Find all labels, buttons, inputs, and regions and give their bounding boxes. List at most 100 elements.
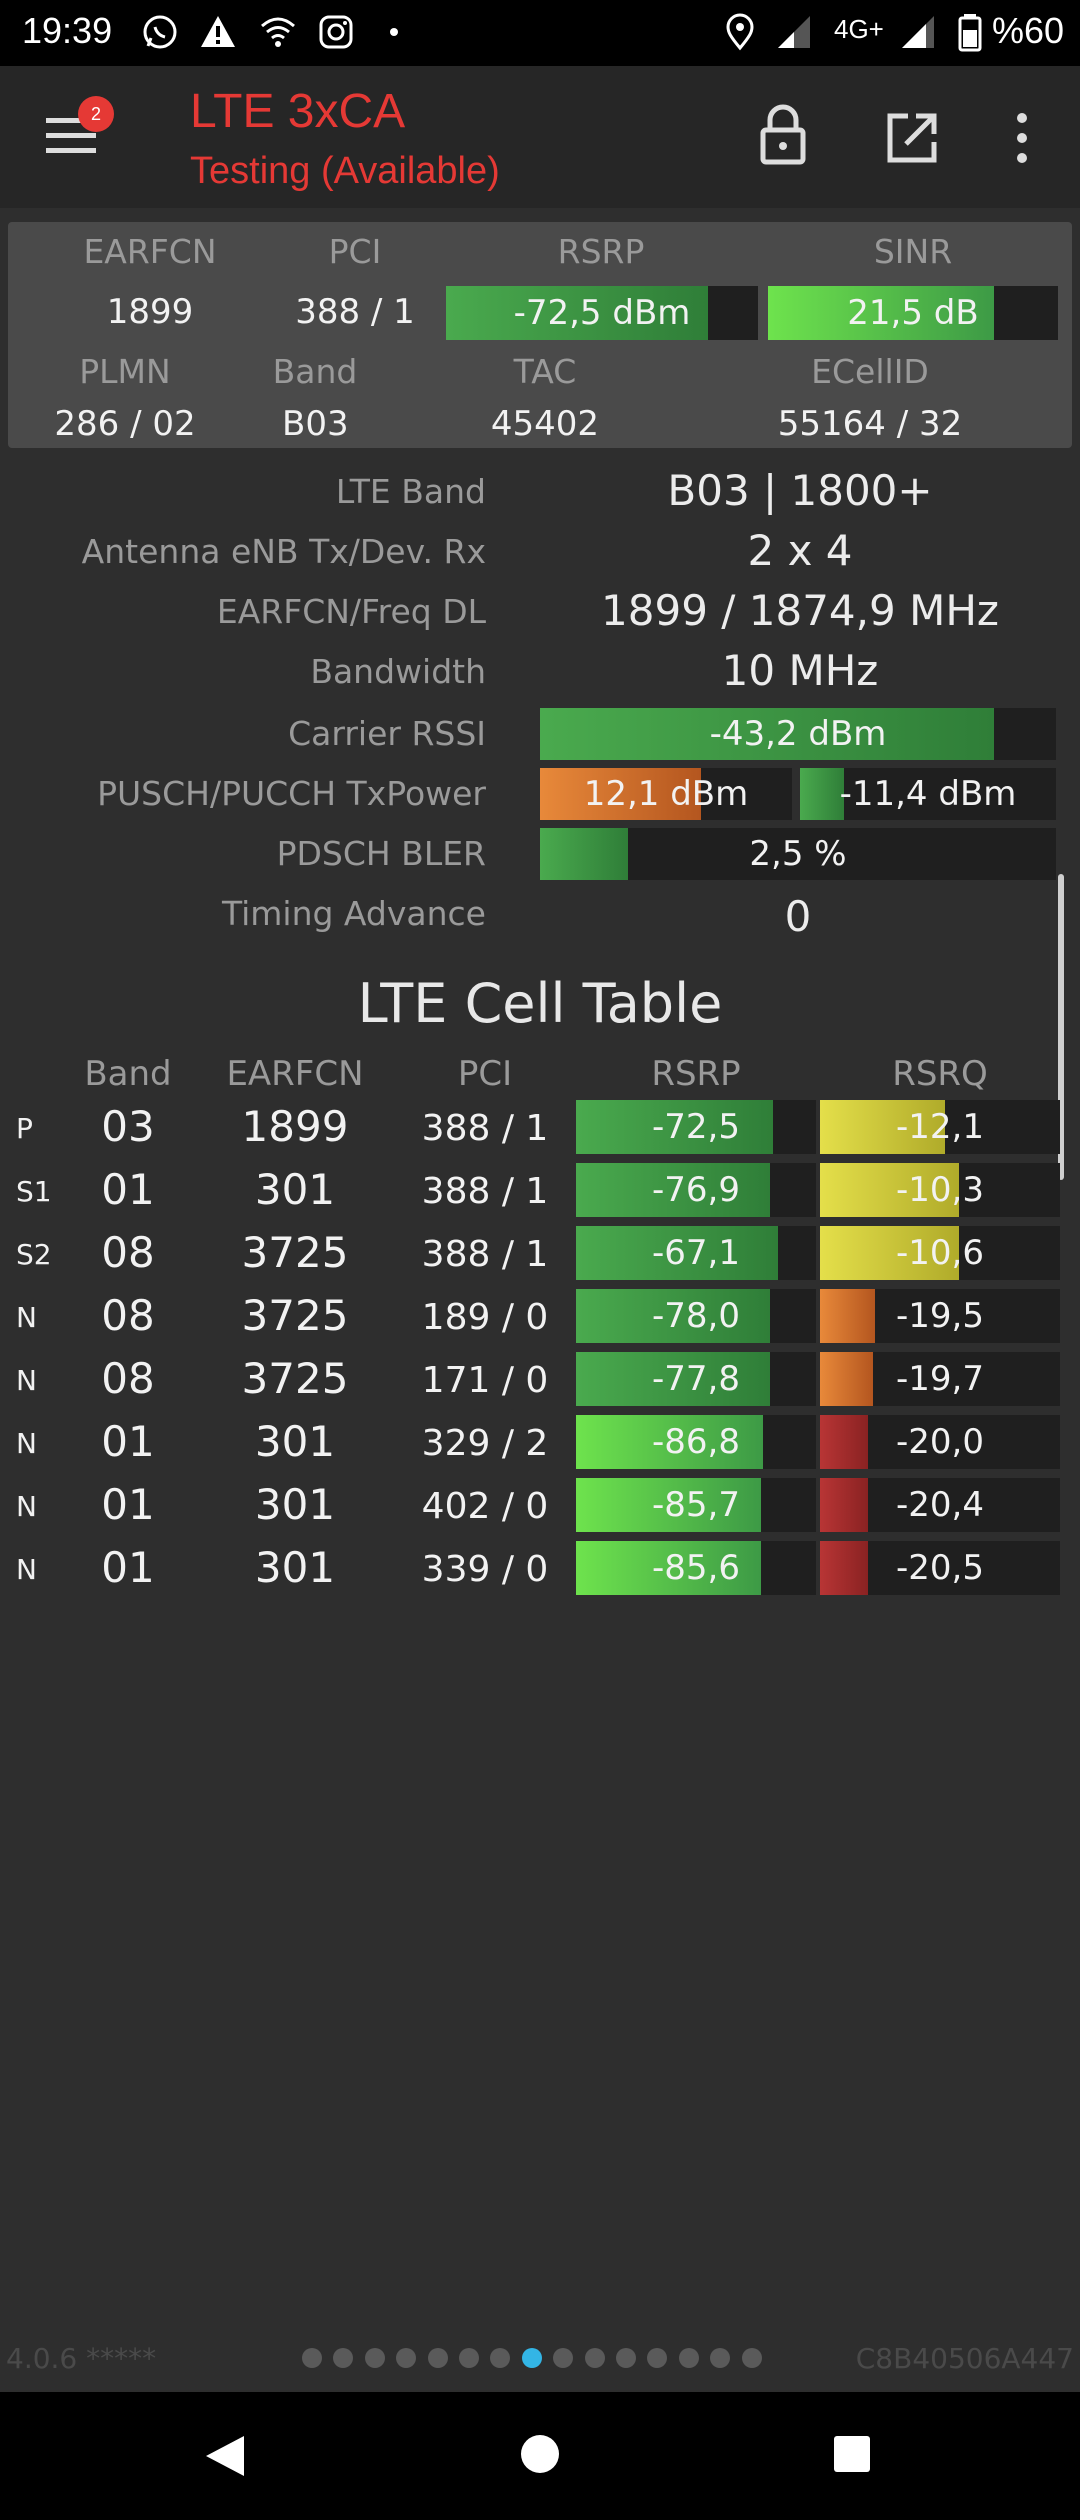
page-dot-active[interactable]: [521, 2348, 542, 2368]
cell-row-earfcn: 3725: [241, 1354, 349, 1403]
cell-row-rsrp-bar: -77,8: [576, 1352, 816, 1406]
cell-row-pci: 189 / 0: [421, 1297, 549, 1338]
cell-row-rsrp-fill: [576, 1541, 761, 1595]
page-dot[interactable]: [616, 2348, 636, 2368]
more-options-icon[interactable]: [1010, 110, 1034, 166]
cell-row-rsrq: -19,7: [896, 1359, 984, 1399]
cell-row-rsrq: -20,4: [896, 1485, 984, 1525]
col-header-pci: PCI: [457, 1054, 513, 1094]
cell-row-rsrp: -77,8: [652, 1359, 740, 1399]
header-rsrp: RSRP: [557, 232, 645, 271]
cell-row-band: 08: [101, 1228, 155, 1277]
cell-row-rsrp-bar: -85,7: [576, 1478, 816, 1532]
cell-row-rsrp: -86,8: [652, 1422, 740, 1462]
label-antenna: Antenna eNB Tx/Dev. Rx: [81, 532, 486, 571]
header-earfcn: EARFCN: [83, 232, 217, 271]
cell-row-rsrq-fill: [820, 1226, 960, 1280]
header-band: Band: [272, 352, 358, 391]
status-bar: 19:39 4G+: [0, 0, 1080, 66]
home-icon[interactable]: [518, 2432, 562, 2476]
cell-row-band: 08: [101, 1354, 155, 1403]
app-bar: 2 LTE 3xCA Testing (Available): [0, 66, 1080, 208]
page-dot[interactable]: [678, 2348, 699, 2368]
scrollbar[interactable]: [1058, 874, 1064, 1180]
cell-row-type: N: [16, 1427, 37, 1460]
cell-row-rsrq-fill: [820, 1163, 960, 1217]
page-dot[interactable]: [333, 2348, 354, 2368]
cell-row-rsrq-fill: [820, 1541, 868, 1595]
cell-row-rsrp-fill: [576, 1163, 771, 1217]
cell-row-pci: 402 / 0: [421, 1486, 549, 1527]
dot-icon: [390, 28, 398, 36]
summary-ecellid: 55164 / 32: [777, 404, 963, 444]
page-dot[interactable]: [647, 2348, 668, 2368]
cell-row-rsrq-fill: [820, 1352, 873, 1406]
page-dot[interactable]: [396, 2348, 417, 2368]
cell-row-band: 03: [101, 1102, 155, 1151]
pusch-power-fill: [540, 768, 702, 820]
summary-sinr-value: 21,5 dB: [847, 293, 979, 333]
back-icon[interactable]: [202, 2432, 248, 2480]
cell-row-rsrq: -10,6: [896, 1233, 984, 1273]
pdsch-bler-bar: 2,5 %: [540, 828, 1056, 880]
page-dot[interactable]: [427, 2348, 448, 2368]
value-earfcn-freq: 1899 / 1874,9 MHz: [601, 586, 999, 635]
col-header-band: Band: [84, 1054, 172, 1094]
value-lte-band: B03 | 1800+: [667, 466, 933, 515]
cell-row-earfcn: 301: [254, 1543, 336, 1592]
summary-tac: 45402: [490, 404, 600, 444]
cell-row-earfcn: 1899: [241, 1102, 349, 1151]
value-pusch-power: 12,1 dBm: [583, 774, 749, 814]
label-timing-advance: Timing Advance: [221, 894, 486, 933]
page-dot[interactable]: [584, 2348, 605, 2368]
cell-row-rsrq-fill: [820, 1478, 868, 1532]
battery-percent: %60: [991, 10, 1064, 51]
page-dot[interactable]: [364, 2348, 385, 2368]
page-dot[interactable]: [302, 2348, 322, 2368]
network-type: 4G+: [834, 14, 884, 44]
cell-row-rsrp-bar: -85,6: [576, 1541, 816, 1595]
cell-row-earfcn: 301: [254, 1417, 336, 1466]
cell-row-earfcn: 3725: [241, 1291, 349, 1340]
col-header-rsrq: RSRQ: [892, 1054, 988, 1094]
recents-icon[interactable]: [832, 2434, 872, 2474]
summary-earfcn: 1899: [106, 292, 194, 332]
summary-rsrp-bar: -72,5 dBm: [446, 286, 758, 340]
value-antenna: 2 x 4: [747, 526, 853, 575]
page-dot[interactable]: [459, 2348, 479, 2368]
cell-row-rsrp-bar: -78,0: [576, 1289, 816, 1343]
cell-row-rsrq-bar: -20,5: [820, 1541, 1060, 1595]
page-dot[interactable]: [553, 2348, 574, 2368]
page-dot[interactable]: [741, 2348, 762, 2368]
cell-row-rsrq-bar: -10,6: [820, 1226, 1060, 1280]
cell-row-type: P: [16, 1112, 33, 1145]
cell-row-rsrq-fill: [820, 1289, 876, 1343]
cell-row-rsrp: -67,1: [652, 1233, 740, 1273]
cell-row-rsrq-fill: [820, 1100, 945, 1154]
status-time: 19:39: [22, 10, 113, 51]
cell-row-rsrq: -20,5: [896, 1548, 984, 1588]
cell-row-band: 01: [101, 1165, 155, 1214]
carrier-rssi-fill: [540, 708, 995, 760]
header-sinr: SINR: [873, 232, 953, 271]
label-earfcn-freq: EARFCN/Freq DL: [216, 592, 486, 631]
page-dot[interactable]: [490, 2348, 511, 2368]
cell-row-rsrp: -76,9: [652, 1170, 740, 1210]
label-lte-band: LTE Band: [335, 472, 486, 511]
pdsch-bler-fill: [540, 828, 628, 880]
cell-row-rsrp: -78,0: [652, 1296, 740, 1336]
page-dot[interactable]: [710, 2348, 731, 2368]
value-carrier-rssi: -43,2 dBm: [709, 714, 887, 754]
lock-icon[interactable]: [758, 104, 808, 166]
cell-row-rsrq-bar: -10,3: [820, 1163, 1060, 1217]
header-pci: PCI: [328, 232, 382, 271]
cell-row-rsrp-bar: -72,5: [576, 1100, 816, 1154]
pucch-power-bar: -11,4 dBm: [800, 768, 1056, 820]
value-timing-advance: 0: [784, 892, 812, 941]
summary-plmn: 286 / 02: [54, 404, 196, 444]
open-external-icon[interactable]: [884, 110, 940, 166]
menu-icon[interactable]: [46, 114, 100, 158]
cell-row-type: N: [16, 1553, 37, 1586]
instagram-icon: [319, 15, 353, 49]
cell-row-rsrq: -20,0: [896, 1422, 984, 1462]
